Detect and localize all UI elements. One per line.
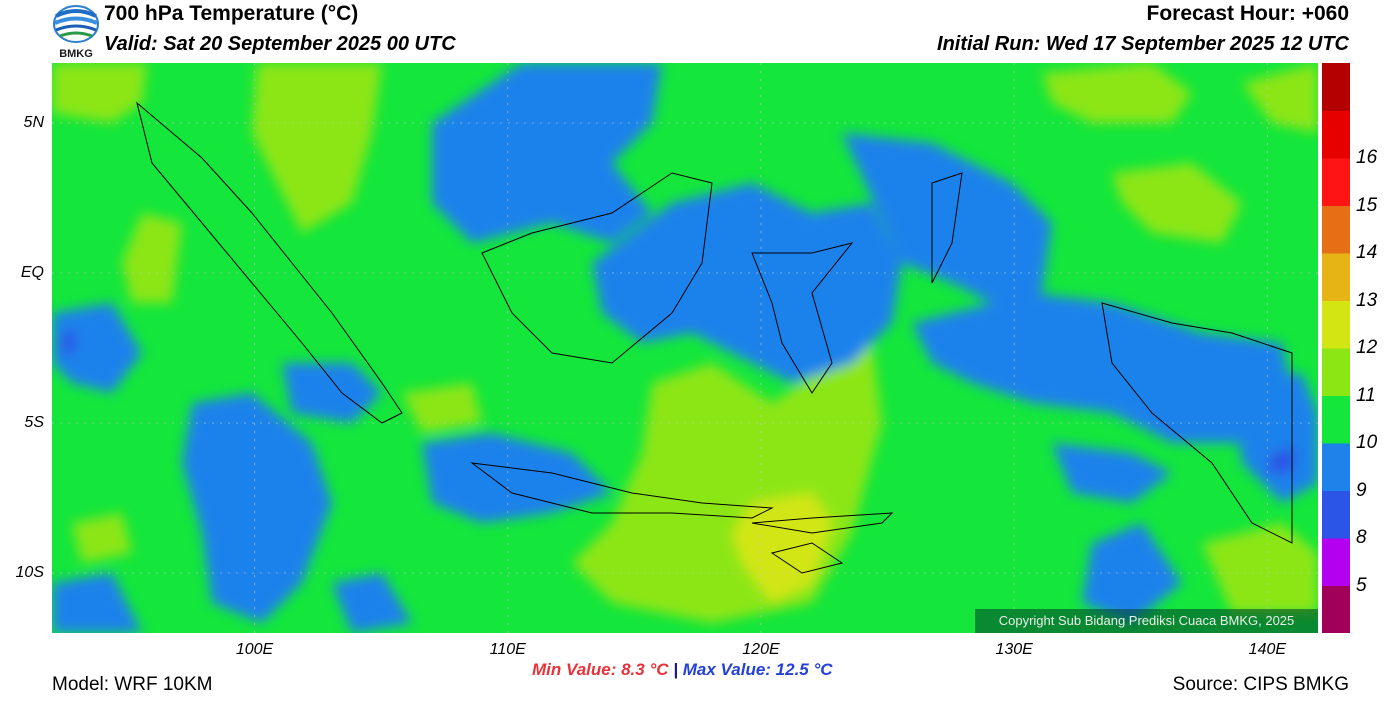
colorbar-label: 9 [1356, 479, 1367, 501]
colorbar-segment [1322, 395, 1350, 444]
colorbar-label: 12 [1356, 337, 1378, 358]
sumatra-outline [136, 101, 403, 424]
warm-region [1242, 63, 1318, 133]
cool-region [912, 293, 1292, 443]
nusa-tenggara-outline [751, 512, 894, 534]
cool-region [842, 133, 1052, 303]
cool-region [332, 573, 412, 633]
cool-region [282, 363, 382, 423]
coldest-region [1267, 448, 1297, 473]
warm-region [1202, 523, 1318, 613]
lon-label: 120E [742, 641, 780, 658]
warm-region [52, 63, 147, 123]
cool-region [422, 433, 612, 523]
logo-text: BMKG [59, 48, 93, 60]
borneo-outline [481, 172, 713, 364]
warm-region [1042, 63, 1192, 123]
colorbar-label: 16 [1356, 147, 1378, 168]
min-max-values: Min Value: 8.3 °C | Max Value: 12.5 °C [532, 660, 833, 680]
max-value: Max Value: 12.5 °C [682, 660, 833, 679]
lon-label: 140E [1248, 641, 1287, 658]
lon-label: 110E [489, 641, 526, 658]
cool-region [52, 303, 142, 393]
sumba-outline [770, 542, 844, 574]
warm-region [252, 63, 382, 233]
colorbar-segment [1322, 538, 1350, 586]
colorbar-segment [1322, 300, 1350, 349]
bmkg-logo-icon [52, 2, 100, 62]
lat-label: 5N [23, 114, 44, 131]
colorbar-segment [1322, 585, 1350, 634]
warm-region [402, 383, 482, 433]
colorbar-label: 5 [1356, 574, 1367, 596]
cool-region [432, 63, 662, 243]
valid-time: Valid: Sat 20 September 2025 00 UTC [104, 33, 456, 55]
warm-region [1112, 163, 1242, 243]
colorbar-segment [1322, 158, 1350, 206]
colorbar-segment [1322, 110, 1350, 159]
colorbar-label: 15 [1356, 194, 1378, 216]
warmest-region [732, 493, 832, 603]
colorbar-segment [1322, 205, 1350, 254]
cool-region [1052, 443, 1172, 503]
source-label: Source: CIPS BMKG [1172, 674, 1349, 695]
separator: | [673, 660, 679, 679]
forecast-hour: Forecast Hour: +060 [1146, 2, 1350, 25]
min-value: Min Value: 8.3 °C [532, 660, 669, 679]
coastline-outlines [136, 101, 1293, 574]
sulawesi-outline [751, 242, 854, 394]
cool-region [1232, 373, 1318, 503]
halmahera-outline [931, 172, 963, 284]
temperature-map [52, 63, 1318, 633]
cool-region [592, 183, 902, 383]
warm-region [72, 513, 132, 563]
copyright-notice: Copyright Sub Bidang Prediksi Cuaca BMKG… [975, 609, 1318, 633]
colorbar [1322, 63, 1350, 634]
java-outline [470, 462, 774, 519]
map-title: 700 hPa Temperature (°C) [104, 2, 359, 25]
colorbar-segment [1322, 443, 1350, 491]
initial-run: Initial Run: Wed 17 September 2025 12 UT… [937, 33, 1349, 55]
colorbar-label: 13 [1356, 289, 1378, 311]
colorbar-label: 14 [1356, 242, 1378, 263]
colorbar-label: 8 [1356, 527, 1367, 548]
cool-region [52, 573, 142, 633]
colorbar-segment [1322, 253, 1350, 301]
warm-region [122, 213, 182, 303]
coldest-region [62, 331, 77, 353]
lat-label: 5S [24, 414, 44, 431]
model-label: Model: WRF 10KM [52, 674, 213, 695]
lat-label: 10S [15, 564, 44, 581]
colorbar-segment [1322, 348, 1350, 396]
colorbar-segment [1322, 63, 1350, 111]
lon-label: 100E [235, 641, 274, 658]
papua-outline [1101, 302, 1293, 544]
colorbar-label: 10 [1356, 432, 1378, 453]
lat-label: EQ [20, 264, 44, 281]
colorbar-segment [1322, 490, 1350, 539]
colorbar-label: 11 [1356, 384, 1376, 406]
cool-region [182, 393, 332, 623]
lon-label: 130E [995, 641, 1033, 658]
